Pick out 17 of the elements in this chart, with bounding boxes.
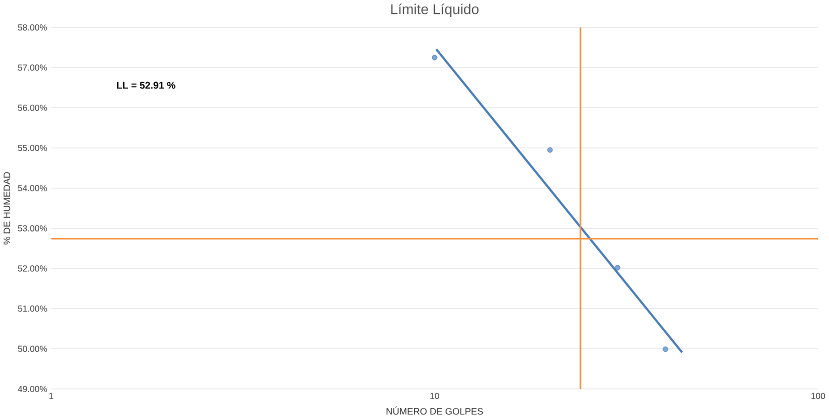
y-tick-label: 53.00% — [18, 225, 47, 232]
y-tick-label: 52.00% — [18, 265, 47, 272]
chart-title: Límite Líquido — [391, 4, 479, 17]
y-tick-label: 49.00% — [18, 386, 47, 392]
y-tick-label: 54.00% — [18, 184, 47, 192]
y-axis-title: % DE HUMEDAD — [4, 172, 10, 244]
y-tick-label: 50.00% — [18, 346, 47, 352]
x-tick-label: 1 — [49, 392, 54, 399]
y-tick-label: 51.00% — [18, 305, 47, 312]
y-tick-label: 56.00% — [18, 104, 47, 111]
x-tick-label: 100 — [811, 392, 826, 399]
annotation: LL = 52.91 % — [117, 82, 176, 89]
x-axis-title: NÚMERO DE GOLPES — [386, 406, 483, 414]
y-tick-label: 57.00% — [18, 64, 47, 71]
y-tick-label: 58.00% — [18, 24, 47, 30]
x-tick-label: 10 — [430, 392, 440, 399]
y-tick-label: 55.00% — [18, 144, 47, 151]
